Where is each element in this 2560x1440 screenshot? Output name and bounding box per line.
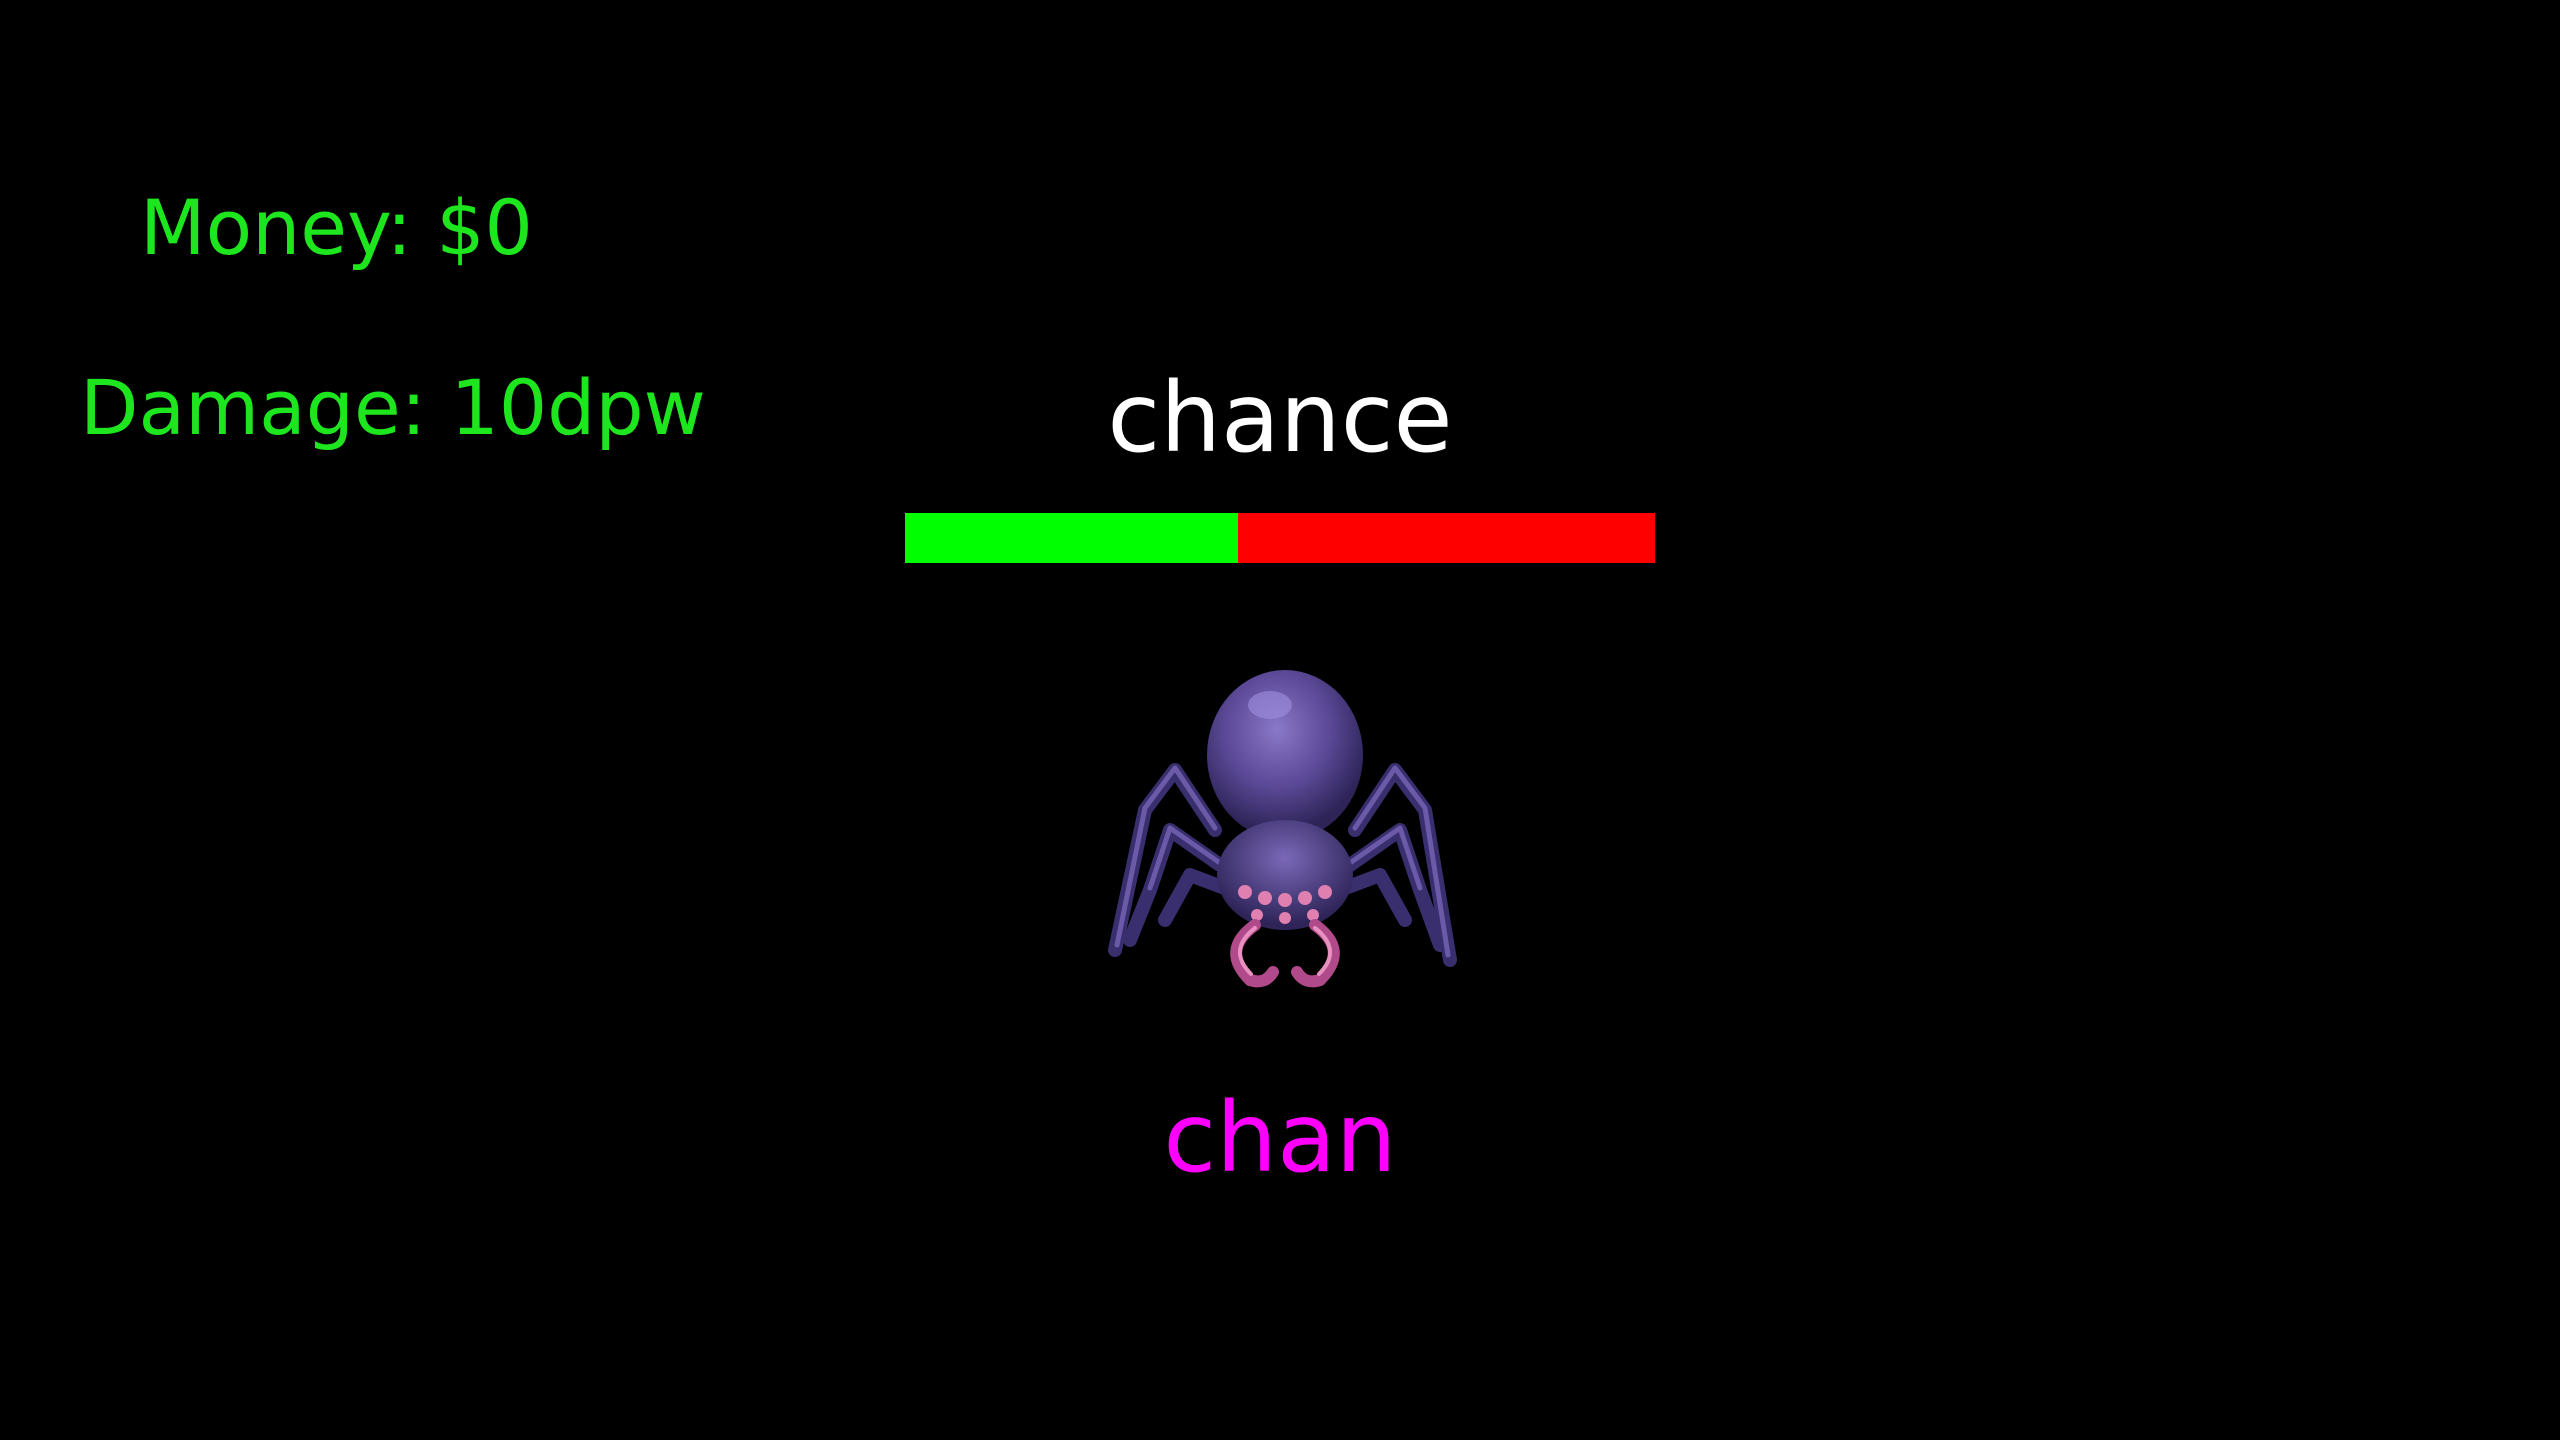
spider-sprite-svg xyxy=(1108,670,1457,988)
enemy-health-bar xyxy=(905,513,1655,563)
target-word: chance xyxy=(1107,362,1453,474)
typed-text: chan xyxy=(1163,1082,1397,1194)
damage-stat: Damage: 10dpw xyxy=(80,363,706,452)
enemy-health-fill xyxy=(905,513,1238,563)
money-counter: Money: $0 xyxy=(140,183,533,272)
spider-icon[interactable] xyxy=(1105,660,1465,1005)
